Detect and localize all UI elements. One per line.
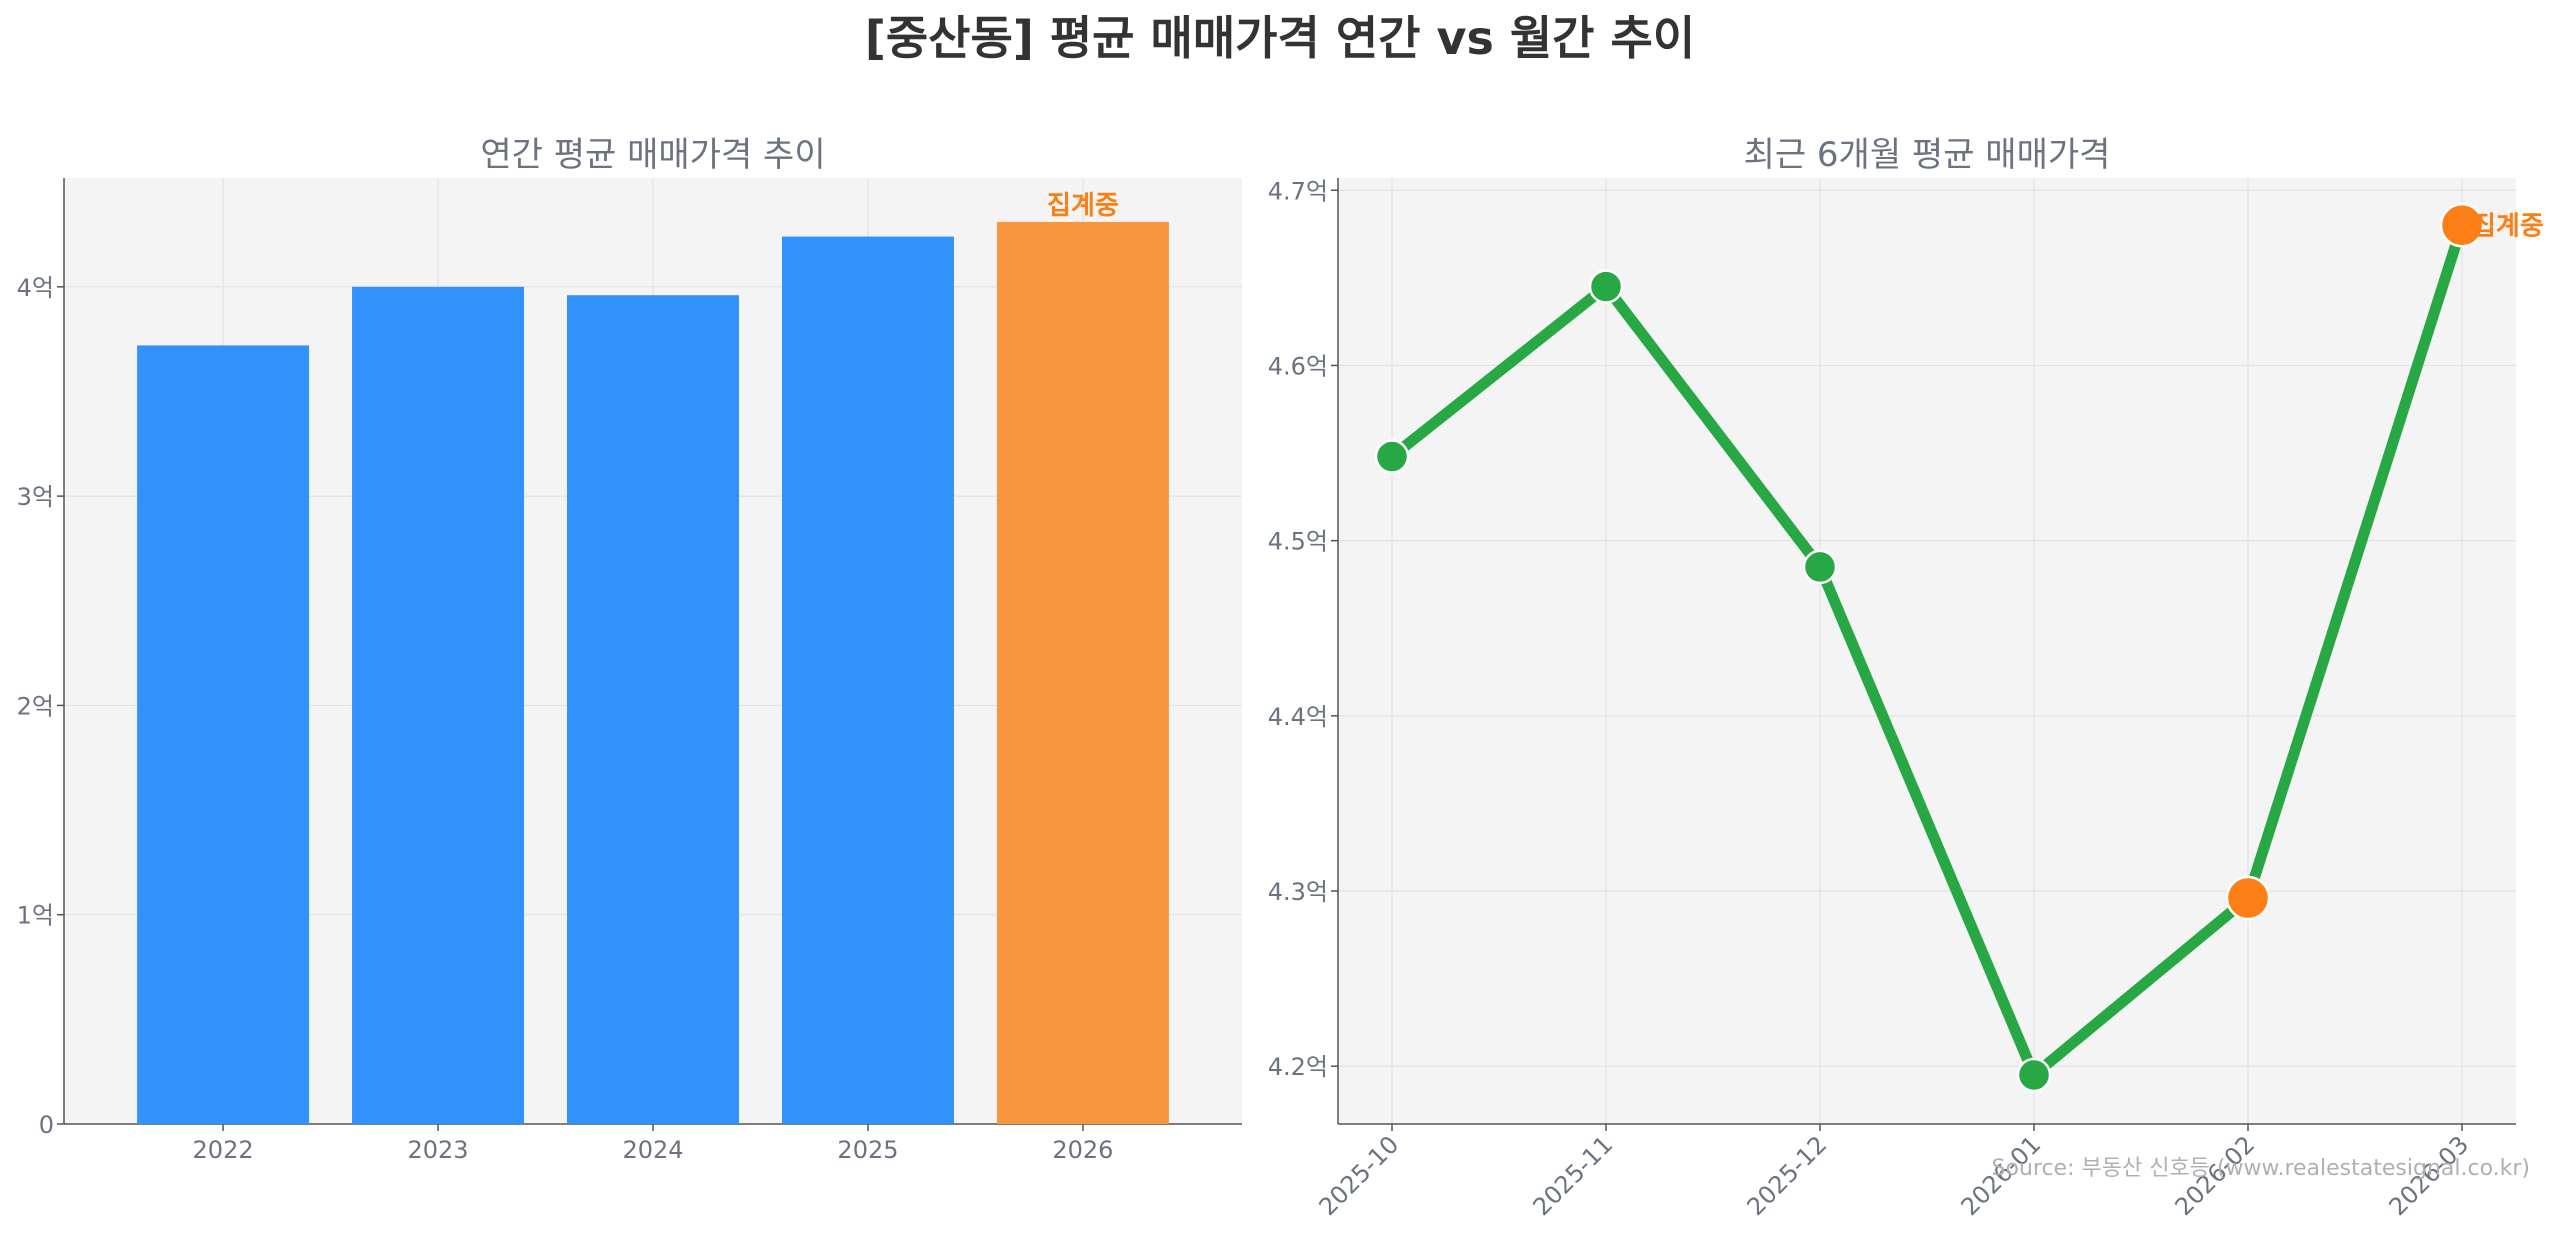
y-tick-label: 0: [39, 1111, 54, 1139]
point-2025-10: [1374, 439, 1410, 474]
point-2026-01: [2016, 1057, 2052, 1093]
bar-2025: [781, 236, 954, 1124]
bar-chart-title: 연간 평균 매매가격 추이: [480, 135, 825, 175]
partial-label: 집계중: [2472, 211, 2544, 241]
x-tick-label: 2025: [837, 1136, 898, 1164]
point-2026-03: [2439, 203, 2485, 248]
bar-2022: [137, 345, 310, 1125]
y-tick-label: 4.5억: [1268, 528, 1328, 556]
x-tick-label: 2025-11: [1528, 1130, 1619, 1221]
x-tick-label: 2025-12: [1742, 1130, 1833, 1221]
x-tick-label: 2024: [622, 1136, 683, 1164]
y-tick-label: 1억: [17, 902, 54, 930]
point-2025-12: [1802, 549, 1838, 585]
x-tick-label: 2022: [193, 1136, 254, 1164]
figure-title: [중산동] 평균 매매가격 연간 vs 월간 추이: [864, 11, 1696, 65]
line-chart-title: 최근 6개월 평균 매매가격: [1744, 135, 2111, 175]
bar-2026: [996, 221, 1169, 1125]
y-tick-label: 3억: [17, 483, 54, 511]
y-tick-label: 4.6억: [1268, 352, 1328, 380]
annual-bar-chart: 집계중 2022 2023 2024 2025 2026 0 1억 2억 3억 4억 연간 평균 매매…: [17, 135, 1242, 1164]
plot-area: [1338, 178, 2516, 1124]
y-tick-label: 4.4억: [1268, 703, 1328, 731]
source-note: Source: 부동산 신호등 (www.realestatesignal.co…: [1992, 1156, 2530, 1181]
point-2025-11: [1588, 269, 1624, 304]
bar-2024: [567, 295, 739, 1124]
x-tick-label: 2026: [1052, 1136, 1113, 1164]
x-tick-label: 2023: [407, 1136, 468, 1164]
y-tick-label: 4억: [17, 274, 54, 302]
y-tick-label: 4.3억: [1268, 878, 1328, 906]
x-tick-label: 2025-10: [1314, 1130, 1405, 1221]
price-line: [1386, 219, 2468, 1081]
point-2026-02: [2225, 875, 2271, 921]
y-tick-label: 4.7억: [1268, 177, 1328, 205]
bar-2023: [352, 286, 525, 1124]
partial-label: 집계중: [1047, 191, 1119, 221]
y-tick-label: 2억: [17, 692, 54, 720]
y-tick-label: 4.2억: [1268, 1053, 1328, 1081]
